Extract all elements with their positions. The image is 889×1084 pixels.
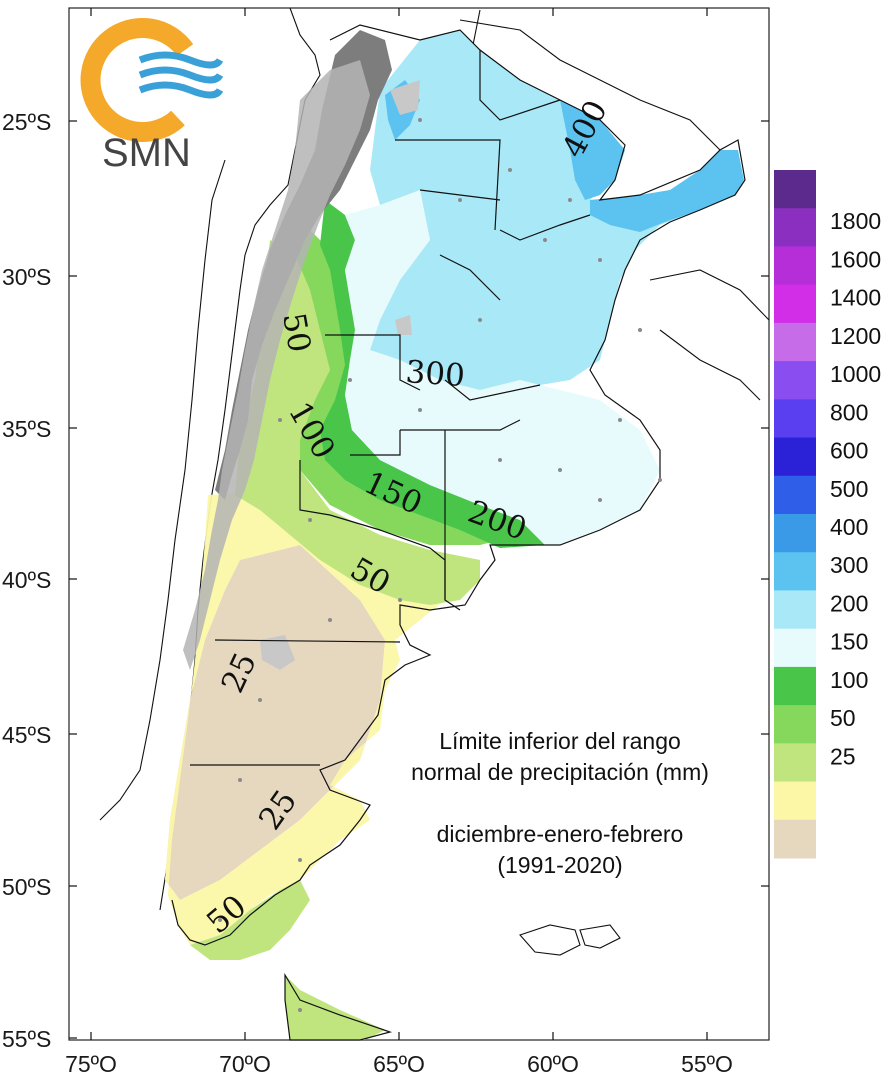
station-dots: [218, 118, 662, 1012]
legend: 1800 1600 1400 1200 1000 800 600 500 400 300 200 15…: [774, 170, 881, 859]
legend-swatch: [774, 399, 816, 439]
legend-swatch: [774, 705, 816, 744]
smn-logo: SMN: [80, 18, 224, 175]
legend-label: 100: [830, 667, 868, 693]
legend-swatch: [774, 322, 816, 362]
legend-swatch: [774, 552, 816, 591]
legend-label: 300: [830, 552, 868, 578]
region-lightgreen-south: [190, 880, 385, 1040]
logo-text: SMN: [102, 131, 191, 175]
longitude-axis: [90, 8, 708, 1040]
contour-label-300: 300: [404, 354, 466, 394]
legend-label: 25: [830, 743, 856, 769]
legend-label: 150: [830, 629, 868, 655]
longitude-labels: 75ºO 70ºO 65ºO 60ºO 55ºO: [65, 1051, 733, 1077]
legend-label: 600: [830, 438, 868, 464]
region-darkgreen: [320, 200, 545, 548]
legend-label: 500: [830, 476, 868, 502]
legend-label: 400: [830, 514, 868, 540]
legend-swatch: [774, 284, 816, 324]
lat-label: 45ºS: [2, 722, 51, 748]
legend-swatch: [774, 361, 816, 400]
legend-label: 1400: [830, 285, 881, 311]
title-line-3: diciembre-enero-febrero: [437, 821, 684, 847]
argentina-borders: [171, 24, 746, 1041]
legend-swatch: [774, 628, 816, 668]
logo-wave-icon: [138, 51, 224, 69]
lon-label: 55ºO: [681, 1051, 733, 1077]
map-area: 400 300 200 150 100 50 25 25 50 50: [99, 7, 770, 1041]
legend-swatch: [774, 475, 816, 515]
legend-swatch: [774, 514, 816, 553]
legend-label: 1600: [830, 246, 881, 272]
title-line-1: Límite inferior del rango: [439, 728, 681, 754]
logo-wave-icon: [138, 81, 224, 99]
logo-sun-arc-icon: [80, 18, 194, 142]
logo-wave-icon: [138, 66, 224, 84]
lat-label: 40ºS: [2, 567, 51, 593]
legend-label: 1200: [830, 323, 881, 349]
region-beige: [165, 545, 385, 900]
andes-light: [183, 60, 370, 670]
map-title: Límite inferior del rango normal de prec…: [411, 728, 709, 878]
legend-label: 800: [830, 399, 868, 425]
lat-label: 50ºS: [2, 874, 51, 900]
region-verylight: [345, 190, 660, 545]
title-line-4: (1991-2020): [497, 852, 622, 878]
lon-label: 65ºO: [373, 1051, 425, 1077]
lat-label: 35ºS: [2, 416, 51, 442]
region-lightgreen: [235, 240, 480, 605]
region-yellow: [165, 492, 445, 945]
lon-label: 60ºO: [527, 1051, 579, 1077]
lat-label: 25ºS: [2, 109, 51, 135]
legend-swatch: [774, 743, 816, 783]
contour-label-50-andes: 50: [275, 310, 317, 355]
legend-swatch: [774, 170, 816, 209]
legend-label: 1800: [830, 208, 881, 234]
legend-swatch: [774, 208, 816, 247]
lat-label: 30ºS: [2, 264, 51, 290]
latitude-labels: 25ºS 30ºS 35ºS 40ºS 45ºS 50ºS 55ºS: [2, 109, 51, 1052]
legend-label: 50: [830, 705, 856, 731]
legend-label: 1000: [830, 361, 881, 387]
title-line-2: normal de precipitación (mm): [411, 759, 709, 785]
legend-swatch: [774, 246, 816, 286]
legend-label: 200: [830, 590, 868, 616]
region-lightblue: [370, 30, 735, 390]
lon-label: 70ºO: [219, 1051, 271, 1077]
lon-label: 75ºO: [65, 1051, 117, 1077]
lat-label: 55ºS: [2, 1026, 51, 1052]
legend-swatch: [774, 819, 816, 859]
legend-swatch: [774, 590, 816, 630]
falkland-islands: [519, 924, 621, 956]
legend-swatch: [774, 666, 816, 706]
legend-swatch: [774, 781, 816, 821]
latitude-axis: [69, 120, 769, 1039]
legend-swatch: [774, 437, 816, 477]
